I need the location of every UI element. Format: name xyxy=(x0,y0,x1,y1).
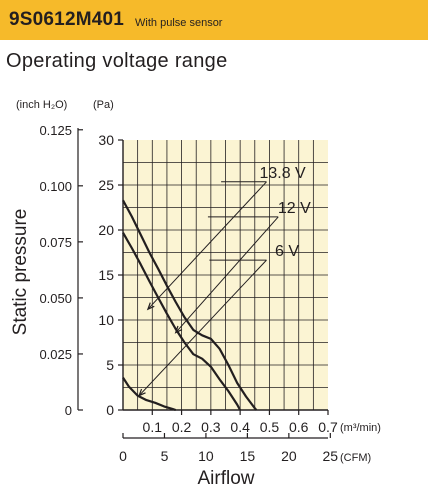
leader-arrow-1 xyxy=(174,325,183,334)
x-tick-label-m3: 0.4 xyxy=(230,419,250,435)
x-unit-cfm-label: (CFM) xyxy=(340,452,371,464)
x-tick-label-cfm: 5 xyxy=(161,448,169,464)
y-tick-label-inch: 0.125 xyxy=(39,123,72,138)
y-tick-label-pa: 30 xyxy=(98,132,114,148)
y-tick-label-pa: 25 xyxy=(98,177,114,193)
leader-line-0 xyxy=(147,181,267,310)
x-tick-label-cfm: 0 xyxy=(119,448,127,464)
x-tick-label-m3: 0.1 xyxy=(143,419,163,435)
leader-line-1 xyxy=(175,216,279,333)
y-unit-pa-label: (Pa) xyxy=(93,99,114,111)
x-tick-label-cfm: 20 xyxy=(281,448,297,464)
series-label-0: 13.8 V xyxy=(259,165,306,182)
x-axis-title: Airflow xyxy=(197,468,254,489)
axes: 05101520253000.0250.0500.0750.1000.1250.… xyxy=(39,123,338,464)
model-header-bar: 9S0612M401 With pulse sensor xyxy=(0,0,428,40)
x-unit-m3-label: (m³/min) xyxy=(340,422,381,434)
series-curve-2 xyxy=(122,376,177,412)
x-tick-label-m3: 0.3 xyxy=(201,419,221,435)
leader-arrow-0 xyxy=(146,302,155,311)
x-tick-label-m3: 0.2 xyxy=(172,419,192,435)
x-tick-label-m3: 0.7 xyxy=(318,419,338,435)
x-tick-label-cfm: 10 xyxy=(198,448,214,464)
leader-arrow-2 xyxy=(138,388,146,397)
series-label-2: 6 V xyxy=(275,243,299,260)
y-tick-label-inch: 0 xyxy=(65,403,72,418)
x-tick-label-m3: 0.6 xyxy=(289,419,309,435)
x-tick-label-m3: 0.5 xyxy=(260,419,280,435)
y-tick-label-pa: 0 xyxy=(106,402,114,418)
series-curve-0 xyxy=(122,199,258,411)
y-tick-label-inch: 0.075 xyxy=(39,235,72,250)
y-unit-inch-label: (inch H₂O) xyxy=(16,99,67,111)
y-axis-title: Static pressure xyxy=(10,209,31,336)
model-subtitle: With pulse sensor xyxy=(135,16,223,29)
x-tick-label-cfm: 15 xyxy=(240,448,256,464)
model-number: 9S0612M401 xyxy=(9,9,125,30)
series-label-1: 12 V xyxy=(278,200,311,217)
series-curve-1 xyxy=(122,232,242,411)
series-curves xyxy=(122,199,258,412)
y-tick-label-inch: 0.100 xyxy=(39,179,72,194)
series-labels: 13.8 V 12 V 6 V xyxy=(138,165,311,397)
y-tick-label-pa: 15 xyxy=(98,267,114,283)
y-tick-label-inch: 0.050 xyxy=(39,291,72,306)
y-tick-label-pa: 10 xyxy=(98,312,114,328)
y-tick-label-pa: 5 xyxy=(106,357,114,373)
y-tick-label-inch: 0.025 xyxy=(39,347,72,362)
y-tick-label-pa: 20 xyxy=(98,222,114,238)
section-title: Operating voltage range xyxy=(6,50,228,72)
x-tick-label-cfm: 25 xyxy=(323,448,339,464)
leader-line-2 xyxy=(138,259,267,396)
